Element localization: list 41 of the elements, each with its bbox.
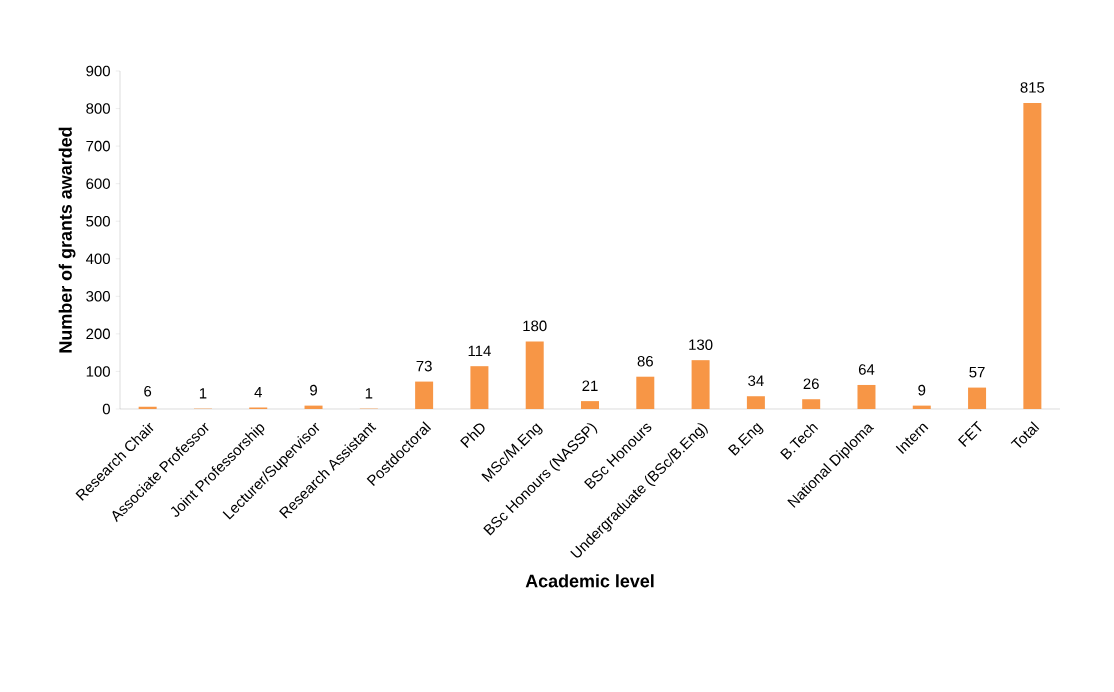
bar bbox=[138, 406, 157, 409]
bar bbox=[857, 384, 876, 409]
data-label: 130 bbox=[689, 339, 713, 350]
y-tick-label: 400 bbox=[85, 253, 110, 265]
y-tick-label: 200 bbox=[86, 328, 110, 340]
data-label: 180 bbox=[523, 320, 547, 332]
data-label: 21 bbox=[582, 380, 598, 391]
bar bbox=[691, 360, 710, 409]
data-label: 26 bbox=[803, 378, 819, 390]
data-label: 86 bbox=[637, 355, 653, 367]
y-tick-label: 900 bbox=[86, 65, 110, 77]
data-label: 6 bbox=[144, 385, 152, 397]
y-tick-label: 0 bbox=[102, 403, 110, 415]
bar bbox=[1023, 102, 1042, 409]
y-tick-label: 100 bbox=[86, 366, 110, 377]
x-axis-title: Academic level bbox=[525, 574, 654, 588]
bar bbox=[525, 341, 544, 409]
data-label: 815 bbox=[1020, 82, 1045, 93]
bar bbox=[746, 396, 765, 409]
data-label: 9 bbox=[918, 384, 926, 396]
data-label: 57 bbox=[969, 366, 985, 378]
data-label: 114 bbox=[468, 345, 491, 356]
data-label: 1 bbox=[199, 388, 207, 399]
data-label: 73 bbox=[416, 360, 432, 372]
bar bbox=[636, 376, 655, 409]
y-tick-label: 700 bbox=[86, 140, 110, 152]
bar bbox=[470, 366, 489, 409]
y-tick-label: 500 bbox=[86, 215, 110, 227]
y-tick-label: 600 bbox=[86, 178, 110, 189]
y-axis-title: Number of grants awarded bbox=[58, 127, 76, 353]
data-label: 34 bbox=[748, 375, 764, 387]
y-tick-label: 300 bbox=[86, 291, 110, 302]
data-label: 1 bbox=[365, 388, 373, 399]
bar bbox=[581, 401, 599, 409]
bar bbox=[415, 381, 434, 409]
bar bbox=[802, 399, 821, 409]
data-label: 4 bbox=[254, 387, 262, 398]
data-label: 9 bbox=[310, 384, 317, 396]
bar bbox=[968, 387, 987, 409]
data-label: 64 bbox=[858, 364, 875, 375]
y-tick-label: 800 bbox=[86, 103, 110, 114]
